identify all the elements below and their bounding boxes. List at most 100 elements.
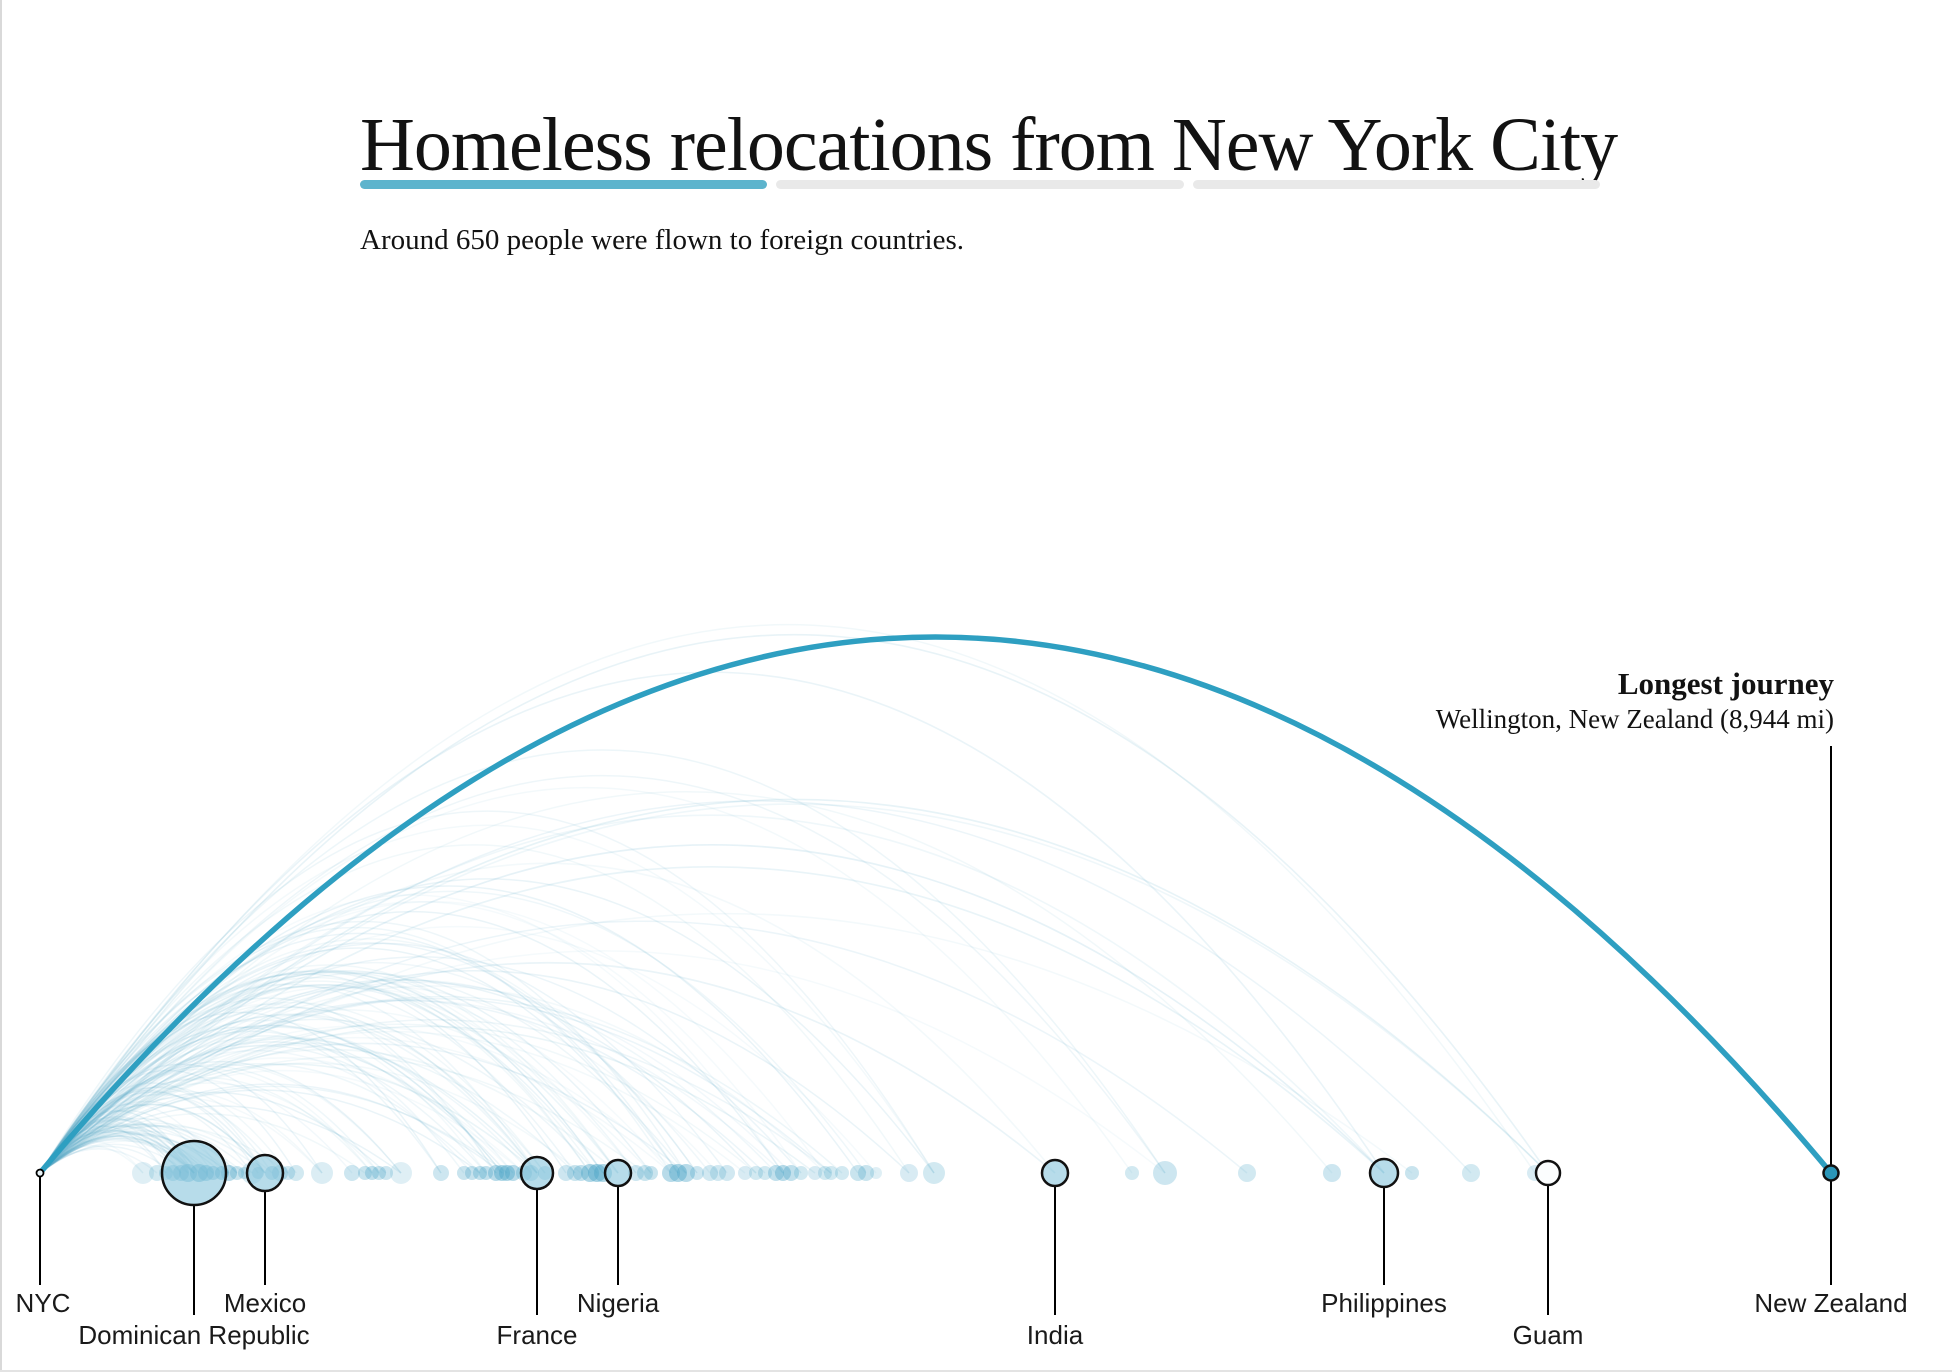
relocation-arc	[39, 1063, 402, 1174]
destination-dot	[372, 1166, 386, 1180]
destination-dot	[719, 1165, 735, 1181]
relocation-arc	[39, 1082, 266, 1174]
destination-dot	[628, 1165, 644, 1181]
relocation-arc	[39, 1125, 266, 1174]
destination-dot	[457, 1166, 471, 1180]
destination-dot	[379, 1166, 393, 1180]
relocation-arc	[39, 1041, 508, 1174]
relocation-arc	[39, 866, 1385, 1174]
relocation-arc	[39, 1109, 195, 1174]
relocation-arc	[39, 979, 777, 1174]
relocation-arc	[39, 1083, 503, 1174]
relocation-arc	[39, 1063, 481, 1174]
page-left-border	[0, 0, 2, 1372]
destination-dot	[794, 1166, 808, 1180]
destination-dot	[132, 1162, 154, 1184]
relocation-arc	[39, 791, 1333, 1174]
relocation-arc	[39, 810, 935, 1174]
destination-dot	[818, 1166, 832, 1180]
relocation-arc	[39, 1057, 525, 1174]
destination-dot	[850, 1165, 866, 1181]
relocation-arc	[39, 947, 679, 1174]
relocation-arc	[39, 1063, 538, 1174]
label-dominican-republic: Dominican Republic	[78, 1320, 310, 1350]
destination-dot	[644, 1166, 658, 1180]
destination-dot	[499, 1165, 515, 1181]
relocation-arc	[39, 1105, 402, 1174]
annotation-title: Longest journey	[1617, 666, 1834, 701]
label-guam: Guam	[1512, 1320, 1584, 1350]
relocation-arc	[39, 1048, 619, 1174]
relocation-arc	[39, 995, 843, 1174]
page-title: Homeless relocations from New York City	[360, 102, 1618, 187]
relocation-arc	[39, 1070, 297, 1174]
destination-dot	[835, 1166, 849, 1180]
relocation-arc	[39, 910, 784, 1174]
destination-circle-guam	[1534, 1159, 1562, 1187]
relocation-arc	[39, 973, 567, 1174]
destination-dot	[1405, 1166, 1419, 1180]
longest-journey-annotation: Longest journey Wellington, New Zealand …	[1436, 666, 1834, 737]
label-new-zealand: New Zealand	[1754, 1288, 1908, 1318]
relocation-arc	[39, 985, 719, 1174]
destination-dot	[870, 1167, 882, 1179]
destination-circle-mexico	[245, 1153, 285, 1193]
destination-dot	[768, 1165, 784, 1181]
relocation-arc	[39, 749, 1166, 1174]
relocation-arc	[39, 1079, 353, 1174]
destination-dot	[1323, 1164, 1341, 1182]
relocation-arc	[39, 803, 1549, 1174]
relocation-arc	[39, 925, 877, 1174]
relocation-arc	[39, 942, 698, 1174]
destination-circle-india	[1040, 1158, 1070, 1188]
relocation-arc	[39, 1031, 746, 1174]
destination-dot	[775, 1165, 791, 1181]
relocation-arc	[39, 962, 1056, 1174]
destination-dot	[690, 1166, 704, 1180]
relocation-arc	[39, 843, 1385, 1174]
relocation-arc	[39, 956, 802, 1174]
relocation-arc	[39, 1042, 576, 1174]
relocation-arc	[39, 972, 687, 1174]
relocation-arc	[39, 1014, 538, 1174]
relocation-arc	[39, 894, 784, 1174]
relocation-arc	[39, 1062, 582, 1174]
relocation-arc	[39, 1023, 757, 1174]
relocation-arc	[39, 986, 637, 1174]
destination-dot	[637, 1165, 653, 1181]
label-france: France	[496, 1320, 578, 1350]
relocation-arc	[39, 1036, 672, 1174]
relocation-arc	[39, 1019, 832, 1174]
relocation-arc	[39, 1077, 373, 1174]
destination-dot	[710, 1165, 726, 1181]
relocation-arc	[39, 1011, 442, 1174]
page-bottom-border	[0, 1370, 1952, 1372]
relocation-arc	[39, 1091, 387, 1174]
relocation-arc	[39, 623, 1536, 1174]
relocation-arc	[39, 900, 826, 1174]
destination-dot	[923, 1162, 945, 1184]
destination-dot	[783, 1165, 799, 1181]
relocation-arc	[39, 814, 1385, 1174]
progress-segment-1[interactable]	[360, 180, 768, 189]
progress-segment-2[interactable]	[776, 180, 1184, 189]
destination-dot	[900, 1164, 918, 1182]
relocation-arc	[39, 920, 687, 1174]
relocation-arc	[39, 798, 1549, 1174]
relocation-arc	[39, 1009, 652, 1174]
relocation-arc	[39, 1063, 323, 1174]
progress-segment-3[interactable]	[1192, 180, 1600, 189]
relocation-arc	[39, 997, 497, 1174]
relocation-arc	[39, 970, 910, 1174]
destination-dot	[738, 1166, 752, 1180]
relocation-arc	[39, 987, 672, 1174]
destination-dot	[677, 1164, 695, 1182]
destination-dot	[465, 1166, 479, 1180]
relocation-arc	[39, 964, 619, 1174]
relocation-arc	[39, 983, 538, 1174]
relocation-arc	[39, 1148, 158, 1174]
relocation-arc	[39, 1061, 402, 1174]
relocation-arc	[39, 999, 766, 1174]
destination-circle-new-zealand	[1822, 1164, 1840, 1182]
destination-dot	[749, 1166, 763, 1180]
